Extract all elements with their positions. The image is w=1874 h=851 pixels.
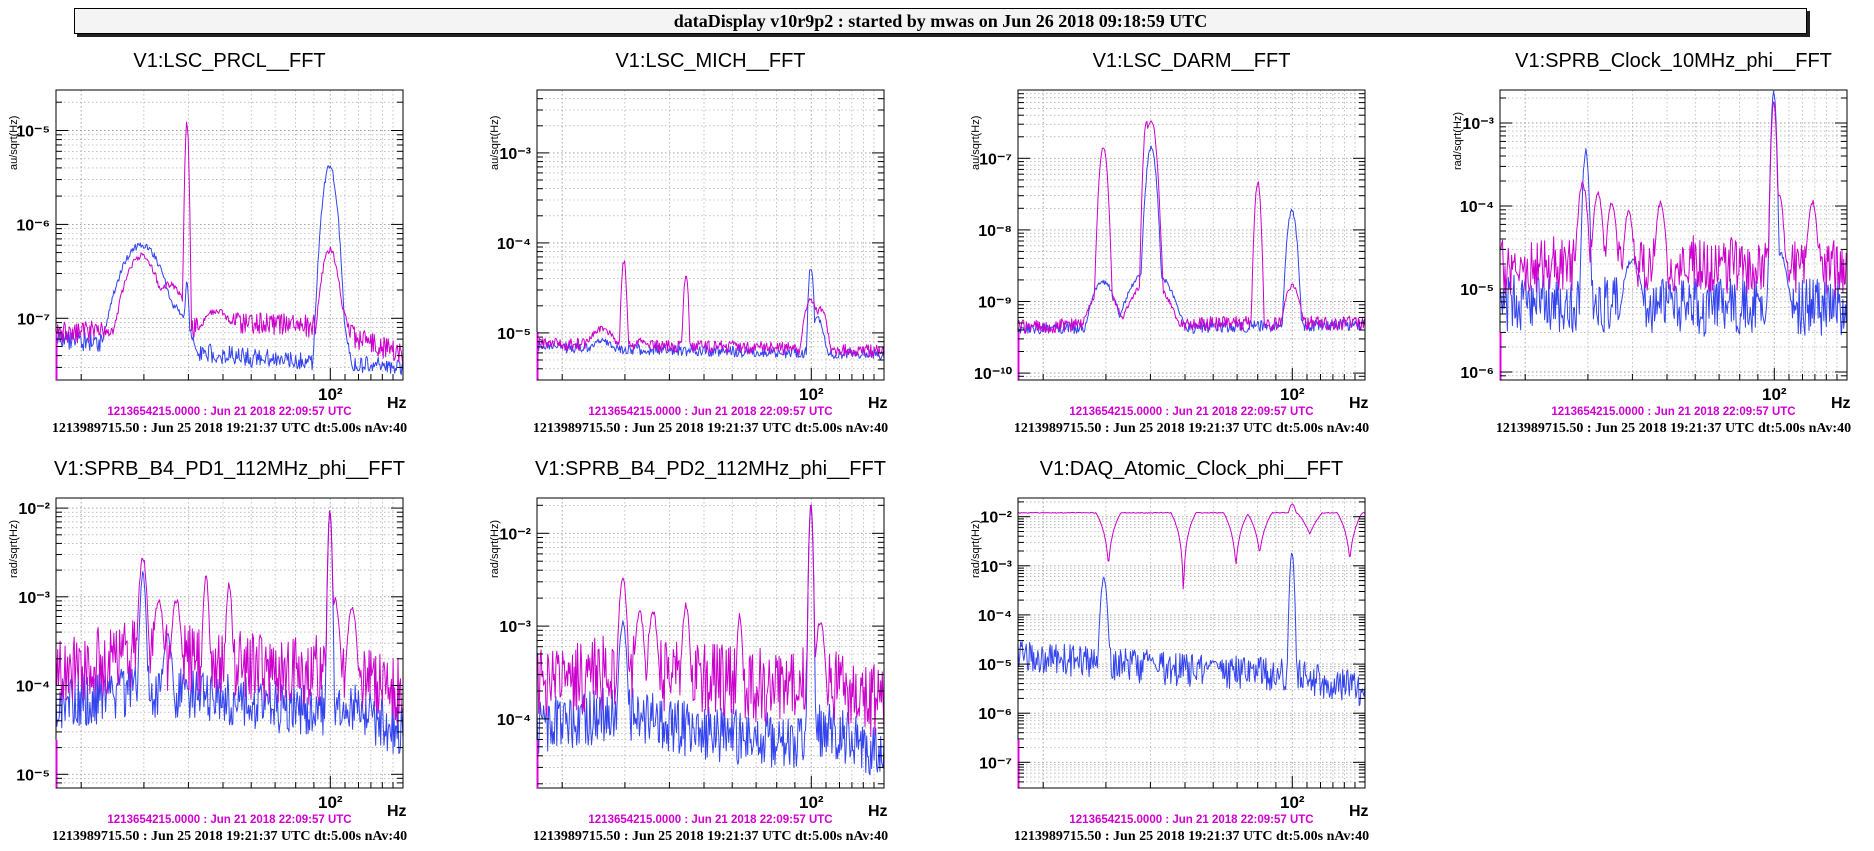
x-tick-label: 10² (799, 793, 824, 812)
y-tick-label: 10⁻⁷ (979, 151, 1012, 168)
reference-trace (1499, 101, 1848, 297)
live-time: 1213989715.50 : Jun 25 2018 19:21:37 UTC… (532, 829, 889, 844)
plot-frame (1017, 497, 1366, 789)
reference-time: 1213654215.0000 : Jun 21 2018 22:09:57 U… (1069, 406, 1314, 418)
x-axis-label: Hz (1349, 395, 1369, 412)
y-tick-label: 10⁻² (18, 501, 50, 518)
plot-area: 10⁻⁵ 10⁻⁴ 10⁻³ 10⁻² 10² Hz (16, 497, 407, 820)
y-tick-label: 10⁻⁸ (978, 223, 1012, 240)
reference-time: 1213654215.0000 : Jun 21 2018 22:09:57 U… (107, 406, 352, 418)
live-time: 1213989715.50 : Jun 25 2018 19:21:37 UTC… (51, 829, 408, 844)
x-tick-label: 10² (1280, 385, 1305, 404)
plot-title: V1:SPRB_B4_PD2_112MHz_phi__FFT (535, 458, 886, 480)
reference-trace (55, 121, 404, 366)
live-trace (1499, 90, 1848, 337)
plot-area: 10⁻⁷ 10⁻⁶ 10⁻⁵ 10² Hz (16, 89, 407, 412)
x-tick-label: 10² (318, 793, 343, 812)
x-tick-label: 10² (318, 385, 343, 404)
x-axis-label: Hz (868, 803, 888, 820)
y-tick-label: 10⁻⁴ (497, 236, 531, 253)
live-time: 1213989715.50 : Jun 25 2018 19:21:37 UTC… (532, 421, 889, 436)
live-time: 1213989715.50 : Jun 25 2018 19:21:37 UTC… (1013, 829, 1370, 844)
y-tick-label: 10⁻⁵ (1460, 282, 1494, 299)
plot-area: 10⁻⁶ 10⁻⁵ 10⁻⁴ 10⁻³ 10² Hz (1460, 89, 1851, 412)
y-tick-label: 10⁻⁶ (16, 217, 50, 234)
x-tick-label: 10² (799, 385, 824, 404)
plot-area: 10⁻¹⁰ 10⁻⁹ 10⁻⁸ 10⁻⁷ 10² Hz (974, 89, 1369, 412)
x-tick-label: 10² (1280, 793, 1305, 812)
y-tick-label: 10⁻⁷ (979, 755, 1012, 772)
reference-time: 1213654215.0000 : Jun 21 2018 22:09:57 U… (1069, 814, 1314, 826)
x-axis-label: Hz (1349, 803, 1369, 820)
reference-time: 1213654215.0000 : Jun 21 2018 22:09:57 U… (588, 406, 833, 418)
plot-frame (55, 89, 404, 381)
y-tick-label: 10⁻⁵ (16, 124, 50, 141)
y-tick-label: 10⁻⁷ (17, 311, 50, 328)
y-tick-label: 10⁻⁴ (497, 712, 531, 729)
plot-area: 10⁻⁷ 10⁻⁶ 10⁻⁵ 10⁻⁴ 10⁻³ 10⁻² 10² Hz (978, 497, 1369, 820)
grid (56, 90, 404, 380)
grid (1500, 90, 1848, 381)
y-tick-label: 10⁻⁵ (16, 767, 50, 784)
reference-trace (536, 504, 885, 738)
y-tick-label: 10⁻³ (499, 619, 531, 636)
reference-trace (55, 510, 404, 725)
plot-frame (1017, 89, 1366, 381)
plot-frame (536, 89, 885, 381)
reference-time: 1213654215.0000 : Jun 21 2018 22:09:57 U… (107, 814, 352, 826)
x-axis-label: Hz (1831, 395, 1851, 412)
live-trace (536, 269, 885, 360)
y-axis-label: rad/sqrt(Hz) (8, 519, 20, 578)
x-axis-label: Hz (387, 395, 407, 412)
x-axis-label: Hz (868, 395, 888, 412)
y-tick-label: 10⁻⁵ (978, 657, 1012, 674)
grid (1018, 89, 1366, 381)
live-trace (536, 505, 885, 776)
plot-area: 10⁻⁵ 10⁻⁴ 10⁻³ 10² Hz (497, 89, 888, 412)
y-tick-label: 10⁻² (499, 526, 531, 543)
x-tick-label: 10² (1762, 385, 1787, 404)
y-tick-label: 10⁻⁴ (978, 608, 1012, 625)
y-tick-label: 10⁻² (980, 510, 1012, 527)
grid (56, 498, 404, 789)
y-tick-label: 10⁻³ (499, 146, 531, 163)
plot-title: V1:LSC_PRCL__FFT (133, 50, 326, 72)
reference-trace (1017, 503, 1366, 590)
y-tick-label: 10⁻⁹ (978, 295, 1012, 312)
y-tick-label: 10⁻⁶ (978, 706, 1012, 723)
y-tick-label: 10⁻⁶ (1460, 365, 1494, 382)
live-trace (1017, 552, 1366, 707)
app-banner: dataDisplay v10r9p2 : started by mwas on… (74, 8, 1807, 34)
plot-area: 10⁻⁴ 10⁻³ 10⁻² 10² Hz (497, 497, 888, 820)
reference-trace (1017, 120, 1366, 334)
live-trace (55, 165, 404, 376)
grid (537, 89, 885, 381)
reference-time: 1213654215.0000 : Jun 21 2018 22:09:57 U… (1551, 406, 1796, 418)
grid (1018, 498, 1366, 789)
live-time: 1213989715.50 : Jun 25 2018 19:21:37 UTC… (1013, 421, 1370, 436)
y-tick-label: 10⁻⁴ (1460, 199, 1494, 216)
live-trace (55, 512, 404, 754)
reference-trace (536, 260, 885, 358)
plot-title: V1:SPRB_B4_PD1_112MHz_phi__FFT (54, 458, 405, 480)
y-tick-label: 10⁻³ (980, 559, 1012, 576)
plot-title: V1:SPRB_Clock_10MHz_phi__FFT (1515, 50, 1832, 72)
reference-time: 1213654215.0000 : Jun 21 2018 22:09:57 U… (588, 814, 833, 826)
plot-frame (1499, 89, 1848, 381)
y-tick-label: 10⁻³ (1462, 116, 1494, 133)
y-tick-label: 10⁻³ (18, 590, 50, 607)
live-time: 1213989715.50 : Jun 25 2018 19:21:37 UTC… (1495, 421, 1852, 436)
plot-title: V1:LSC_MICH__FFT (615, 50, 806, 72)
plot-frame (536, 497, 885, 789)
y-tick-label: 10⁻¹⁰ (974, 366, 1013, 383)
x-axis-label: Hz (387, 803, 407, 820)
plot-title: V1:LSC_DARM__FFT (1092, 50, 1291, 72)
y-tick-label: 10⁻⁵ (497, 326, 531, 343)
plot-title: V1:DAQ_Atomic_Clock_phi__FFT (1039, 458, 1344, 480)
y-tick-label: 10⁻⁴ (16, 679, 50, 696)
live-time: 1213989715.50 : Jun 25 2018 19:21:37 UTC… (51, 421, 408, 436)
